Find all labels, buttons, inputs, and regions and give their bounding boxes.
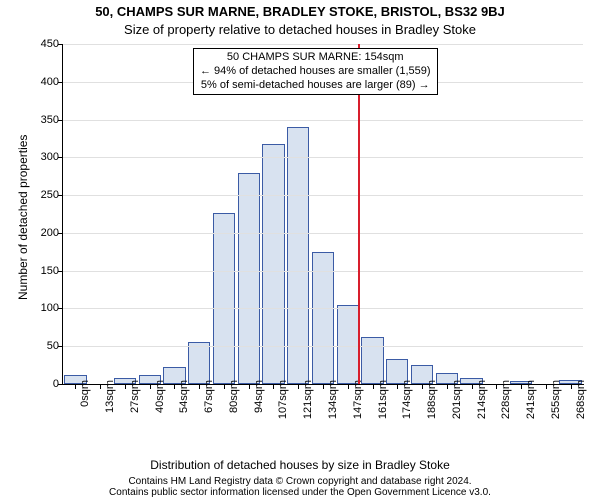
y-tick-label: 400 (23, 76, 59, 88)
x-tick-mark (298, 384, 299, 389)
copyright-text: Contains HM Land Registry data © Crown c… (0, 476, 600, 498)
x-tick-label: 214sqm (476, 380, 488, 419)
x-tick-mark (472, 384, 473, 389)
x-tick-label: 54sqm (178, 380, 190, 413)
x-tick-label: 107sqm (277, 380, 289, 419)
annotation-line: 5% of semi-detached houses are larger (8… (200, 79, 431, 93)
x-tick-mark (571, 384, 572, 389)
x-tick-label: 40sqm (154, 380, 166, 413)
x-tick-label: 268sqm (575, 380, 587, 419)
histogram-bar (213, 213, 235, 385)
x-tick-label: 94sqm (253, 380, 265, 413)
histogram-bar (262, 144, 284, 384)
x-tick-mark (100, 384, 101, 389)
x-tick-label: 27sqm (129, 380, 141, 413)
x-tick-mark (174, 384, 175, 389)
x-tick-mark (249, 384, 250, 389)
chart-container: 50, CHAMPS SUR MARNE, BRADLEY STOKE, BRI… (0, 0, 600, 500)
x-tick-mark (546, 384, 547, 389)
gridline (63, 271, 583, 272)
x-tick-mark (397, 384, 398, 389)
histogram-bar (361, 337, 383, 384)
y-tick-label: 350 (23, 114, 59, 126)
annotation-line: ← 94% of detached houses are smaller (1,… (200, 65, 431, 79)
gridline (63, 157, 583, 158)
chart-title: 50, CHAMPS SUR MARNE, BRADLEY STOKE, BRI… (0, 4, 600, 19)
histogram-bar (188, 342, 210, 384)
x-tick-mark (323, 384, 324, 389)
x-tick-label: 201sqm (451, 380, 463, 419)
y-tick-label: 300 (23, 151, 59, 163)
x-tick-label: 228sqm (500, 380, 512, 419)
x-tick-mark (373, 384, 374, 389)
x-tick-mark (75, 384, 76, 389)
x-tick-mark (150, 384, 151, 389)
x-tick-mark (521, 384, 522, 389)
histogram-bar (337, 305, 359, 384)
annotation-box: 50 CHAMPS SUR MARNE: 154sqm← 94% of deta… (193, 48, 438, 95)
gridline (63, 195, 583, 196)
x-tick-label: 13sqm (104, 380, 116, 413)
gridline (63, 308, 583, 309)
x-tick-label: 80sqm (228, 380, 240, 413)
y-tick-label: 450 (23, 38, 59, 50)
x-tick-mark (199, 384, 200, 389)
y-tick-label: 50 (23, 340, 59, 352)
gridline (63, 120, 583, 121)
x-tick-label: 188sqm (426, 380, 438, 419)
y-tick-label: 0 (23, 378, 59, 390)
x-tick-label: 134sqm (327, 380, 339, 419)
x-tick-mark (125, 384, 126, 389)
x-axis-label: Distribution of detached houses by size … (0, 458, 600, 472)
gridline (63, 346, 583, 347)
copyright-line-1: Contains HM Land Registry data © Crown c… (0, 476, 600, 487)
x-tick-label: 174sqm (401, 380, 413, 419)
x-tick-mark (224, 384, 225, 389)
x-tick-mark (447, 384, 448, 389)
histogram-bar (238, 173, 260, 384)
x-tick-label: 147sqm (352, 380, 364, 419)
y-tick-label: 200 (23, 227, 59, 239)
x-tick-label: 121sqm (302, 380, 314, 419)
x-tick-label: 67sqm (203, 380, 215, 413)
chart-subtitle: Size of property relative to detached ho… (0, 22, 600, 37)
plot-area: 0501001502002503003504004500sqm13sqm27sq… (62, 44, 583, 385)
x-tick-label: 0sqm (79, 380, 91, 407)
y-tick-label: 100 (23, 302, 59, 314)
gridline (63, 233, 583, 234)
copyright-line-2: Contains public sector information licen… (0, 487, 600, 498)
y-tick-label: 150 (23, 265, 59, 277)
annotation-line: 50 CHAMPS SUR MARNE: 154sqm (200, 51, 431, 65)
x-tick-label: 255sqm (550, 380, 562, 419)
x-tick-mark (273, 384, 274, 389)
x-tick-mark (348, 384, 349, 389)
x-tick-mark (422, 384, 423, 389)
y-tick-label: 250 (23, 189, 59, 201)
x-tick-label: 241sqm (525, 380, 537, 419)
x-tick-mark (496, 384, 497, 389)
x-tick-label: 161sqm (377, 380, 389, 419)
gridline (63, 44, 583, 45)
